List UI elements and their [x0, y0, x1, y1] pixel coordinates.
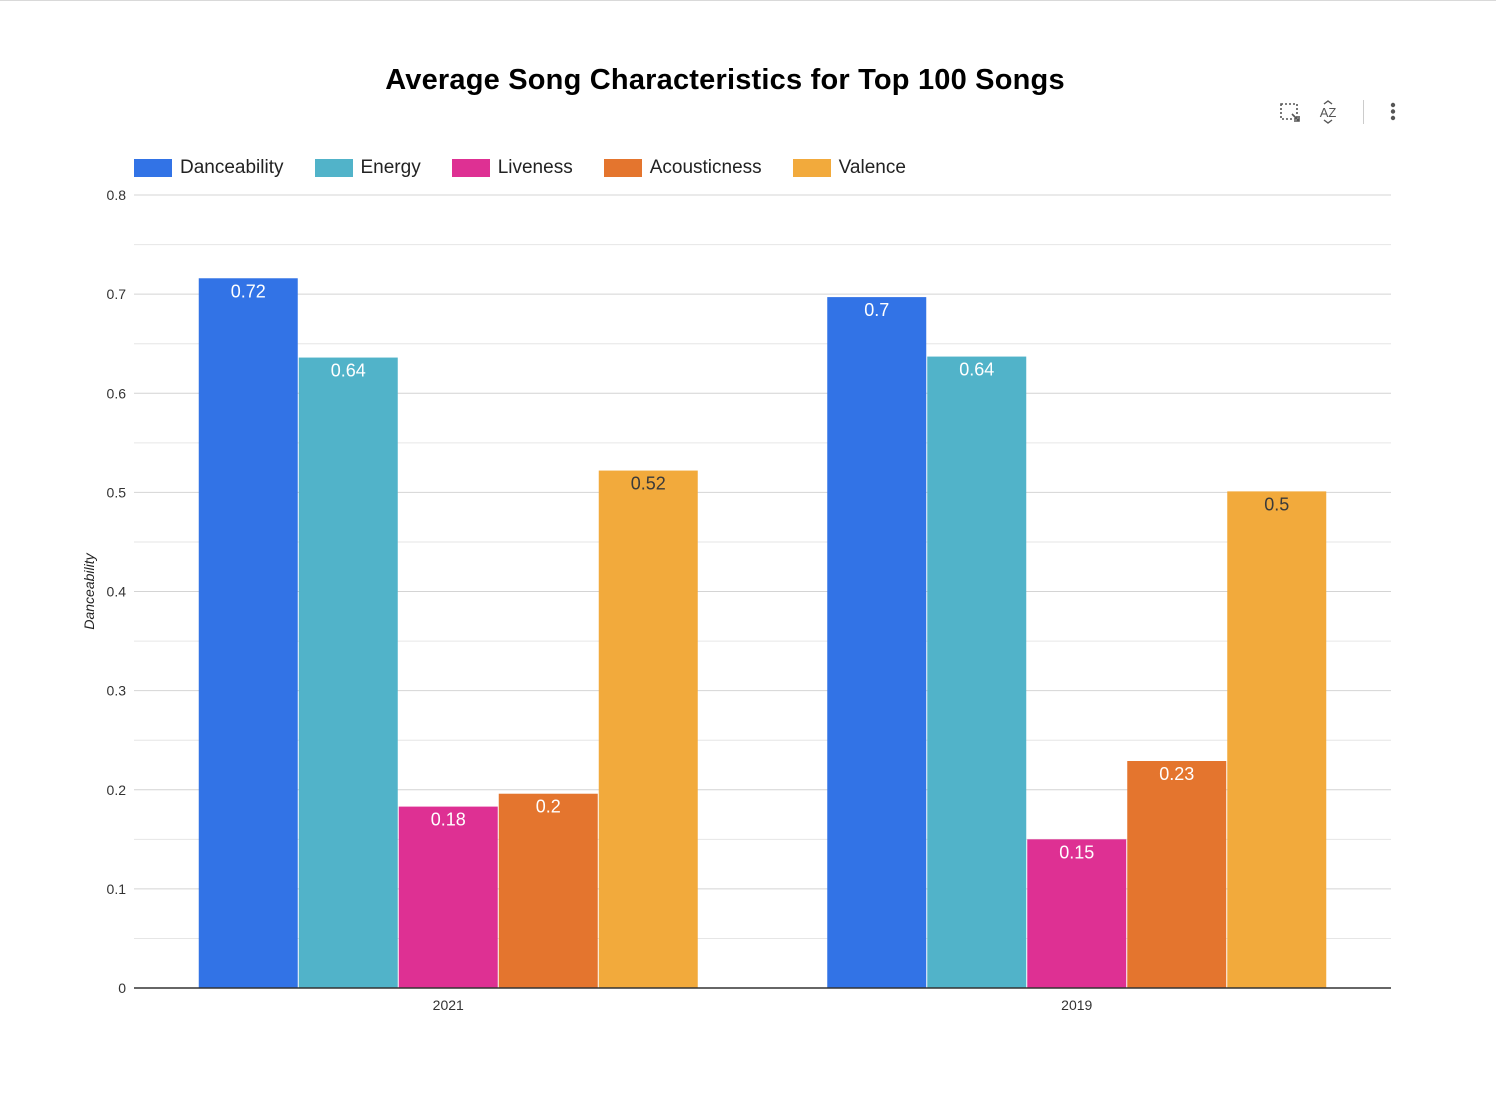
legend-item-valence[interactable]: Valence — [792, 157, 906, 179]
legend: Danceability Energy Liveness Acousticnes… — [134, 155, 937, 181]
select-region-icon[interactable] — [1276, 98, 1304, 126]
y-tick-label: 0.3 — [107, 683, 127, 699]
legend-label: Acousticness — [649, 157, 762, 178]
y-axis-label: Danceability — [81, 552, 97, 629]
data-label: 0.52 — [631, 474, 666, 494]
bar-liveness-2019 — [1027, 839, 1127, 988]
data-label: 0.15 — [1059, 842, 1094, 862]
bar-acousticness-2021 — [498, 793, 598, 988]
bar-acousticness-2019 — [1127, 761, 1227, 988]
bar-danceability-2021 — [198, 278, 298, 988]
data-label: 0.7 — [864, 300, 889, 320]
legend-item-liveness[interactable]: Liveness — [451, 157, 573, 179]
y-tick-label: 0 — [118, 980, 126, 996]
x-tick-label: 2019 — [1061, 997, 1092, 1013]
y-tick-label: 0.7 — [107, 286, 127, 302]
bar-energy-2019 — [927, 356, 1027, 989]
data-label: 0.2 — [536, 797, 561, 817]
y-tick-label: 0.5 — [107, 484, 127, 500]
legend-swatch — [603, 159, 642, 177]
y-tick-label: 0.4 — [107, 584, 127, 600]
x-tick-label: 2021 — [433, 997, 464, 1013]
data-label: 0.64 — [331, 361, 366, 381]
legend-swatch — [792, 159, 831, 177]
bar-valence-2019 — [1227, 491, 1327, 988]
y-tick-label: 0.8 — [107, 187, 127, 203]
bar-liveness-2021 — [398, 806, 498, 988]
y-tick-label: 0.6 — [107, 385, 127, 401]
legend-label: Valence — [838, 157, 906, 178]
y-tick-label: 0.1 — [107, 881, 127, 897]
bar-valence-2021 — [598, 470, 698, 988]
bar-danceability-2019 — [827, 297, 927, 988]
chart-toolbar: AZ — [1270, 98, 1410, 126]
sort-az-icon[interactable]: AZ — [1314, 98, 1342, 126]
data-label: 0.72 — [231, 281, 266, 301]
legend-item-acousticness[interactable]: Acousticness — [603, 157, 762, 179]
toolbar-separator — [1363, 100, 1364, 124]
legend-label: Danceability — [180, 157, 284, 178]
data-label: 0.64 — [959, 360, 994, 380]
legend-item-danceability[interactable]: Danceability — [134, 157, 284, 179]
legend-swatch — [314, 159, 353, 177]
y-tick-label: 0.2 — [107, 782, 127, 798]
legend-swatch — [134, 159, 172, 177]
data-label: 0.23 — [1159, 764, 1194, 784]
data-label: 0.5 — [1264, 494, 1289, 514]
legend-swatch — [451, 159, 490, 177]
data-label: 0.18 — [431, 810, 466, 830]
svg-text:AZ: AZ — [1320, 105, 1337, 120]
more-vert-icon[interactable] — [1379, 98, 1407, 126]
legend-label: Liveness — [497, 157, 573, 178]
chart-title: Average Song Characteristics for Top 100… — [385, 64, 1065, 96]
bar-energy-2021 — [298, 357, 398, 988]
legend-item-energy[interactable]: Energy — [314, 157, 421, 179]
legend-label: Energy — [360, 157, 421, 178]
top-border — [0, 0, 1496, 1]
